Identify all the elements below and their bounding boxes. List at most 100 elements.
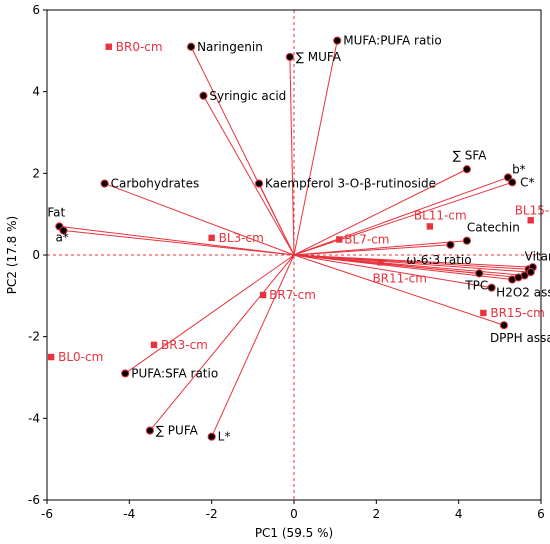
variable-marker <box>514 273 523 282</box>
sample-marker <box>208 234 215 242</box>
variable-label: L* <box>218 430 231 444</box>
loading-vector <box>293 254 531 273</box>
variable-label: DPPH assay <box>490 331 550 345</box>
sample-marker <box>47 353 55 361</box>
loading-vector <box>293 244 451 256</box>
y-tick-label: -6 <box>28 493 40 507</box>
sample-marker <box>105 43 112 50</box>
loading-vector <box>293 181 513 256</box>
sample-marker <box>377 259 384 266</box>
variable-marker <box>199 91 208 100</box>
variable-label: Carbohydrates <box>111 177 200 191</box>
sample-label: BR15-cm <box>490 306 544 320</box>
y-tick-label: -2 <box>28 330 40 344</box>
y-tick-label: 2 <box>32 166 40 180</box>
sample-label: BR7-cm <box>269 288 316 302</box>
variable-marker <box>121 369 130 378</box>
y-axis-ticks: -6 -4 -2 0 2 4 6 <box>28 3 47 507</box>
x-tick-label: 2 <box>373 507 381 521</box>
sample-label: BR0-cm <box>116 40 163 54</box>
loading-vector <box>124 254 295 374</box>
loading-vector <box>293 176 509 256</box>
x-tick-label: -6 <box>41 507 53 521</box>
loading-vector <box>293 40 338 256</box>
variable-label: b* <box>512 162 526 176</box>
loading-vector <box>293 254 505 326</box>
loading-vector <box>104 183 295 256</box>
variable-label: a* <box>55 231 68 245</box>
y-tick-label: -4 <box>28 411 40 425</box>
sample-marker <box>259 291 267 299</box>
loading-vector <box>202 95 295 256</box>
variable-label: PUFA:SFA ratio <box>131 366 218 380</box>
variable-label: ∑ SFA <box>453 148 487 162</box>
variable-marker <box>186 42 196 51</box>
x-tick-label: 4 <box>455 507 463 521</box>
sample-label: BL3-cm <box>219 231 264 245</box>
sample-marker <box>426 223 434 230</box>
sample-label: BL11-cm <box>414 208 467 222</box>
variable-label: C* <box>520 175 534 189</box>
variable-marker <box>285 52 294 62</box>
variable-label: Vitamin C <box>525 249 550 263</box>
sample-label: BR11-cm <box>372 271 426 285</box>
variable-label: MUFA:PUFA ratio <box>343 34 442 48</box>
x-tick-label: -2 <box>206 507 218 521</box>
variable-marker <box>508 178 517 187</box>
loading-vector <box>293 240 467 256</box>
variable-marker <box>462 165 471 174</box>
y-tick-label: 0 <box>32 248 40 262</box>
variable-label: ∑ PUFA <box>156 424 199 438</box>
variable-marker <box>100 179 109 188</box>
variable-marker <box>526 268 535 277</box>
sample-marker <box>527 217 534 224</box>
x-tick-label: -4 <box>123 507 135 521</box>
sample-marker <box>150 341 158 349</box>
x-tick-label: 0 <box>290 507 298 521</box>
variable-marker <box>499 321 509 330</box>
y-tick-label: 4 <box>32 85 40 99</box>
variable-marker <box>59 226 68 235</box>
variable-label: Kaempferol 3-O-β-rutinoside <box>265 177 436 191</box>
sample-label: BL15-cm <box>515 203 550 217</box>
sample-points <box>47 43 534 361</box>
variable-label: Syringic acid <box>209 89 286 103</box>
sample-label: BL7-cm <box>344 232 389 246</box>
x-axis-ticks: -6 -4 -2 0 2 4 6 <box>41 500 545 521</box>
variable-label: TPC <box>464 278 488 292</box>
variable-label: ∑ MUFA <box>296 50 342 64</box>
loading-vector <box>293 168 468 256</box>
loading-vector <box>63 230 295 256</box>
variable-marker <box>254 179 264 188</box>
loading-vector <box>149 254 295 431</box>
variable-marker <box>462 236 471 245</box>
variable-label: H2O2 assay <box>496 286 550 300</box>
loading-vector <box>289 56 295 256</box>
variable-label: Catechin <box>467 221 520 235</box>
sample-marker <box>480 309 487 317</box>
loading-vector <box>211 254 295 437</box>
variable-marker <box>333 36 342 45</box>
sample-label: BR3-cm <box>161 338 208 352</box>
loading-vector <box>293 254 492 289</box>
y-tick-label: 6 <box>32 3 40 17</box>
variable-marker <box>446 240 455 249</box>
variable-label: Fat <box>47 205 65 219</box>
variable-marker <box>475 269 484 278</box>
x-tick-label: 6 <box>537 507 545 521</box>
variable-marker <box>487 283 496 292</box>
variable-marker <box>145 426 155 435</box>
loading-vector <box>59 225 295 256</box>
variable-label: ω-6:3 ratio <box>406 253 471 267</box>
loading-vector <box>293 254 533 268</box>
variable-points <box>55 36 537 441</box>
sample-label: BL0-cm <box>58 350 103 364</box>
variable-label: Naringenin <box>197 40 263 54</box>
x-axis-title: PC1 (59.5 %) <box>255 526 333 540</box>
sample-marker <box>336 236 343 243</box>
y-axis-title: PC2 (17.8 %) <box>5 216 19 294</box>
loading-vector <box>258 183 295 256</box>
variable-marker <box>207 432 216 441</box>
